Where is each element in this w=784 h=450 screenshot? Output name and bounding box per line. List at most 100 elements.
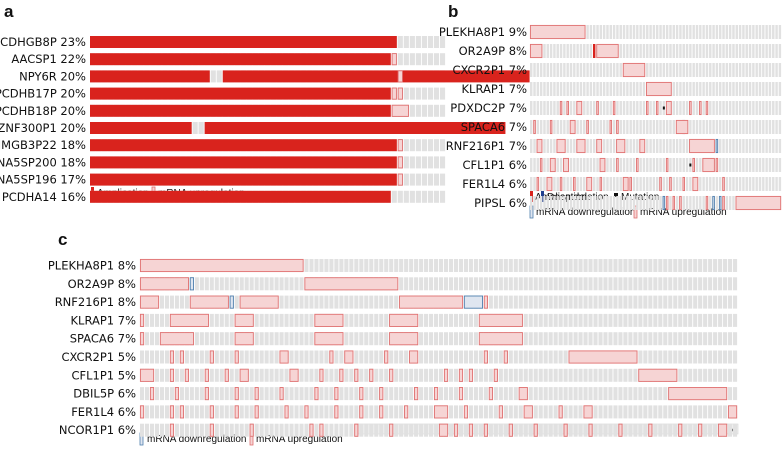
alteration-mrna-upregulation: [566, 100, 569, 116]
sample-cell: [658, 423, 663, 437]
sample-cell: [712, 120, 715, 134]
alteration-mrna-upregulation: [139, 258, 304, 273]
sample-cell: [549, 63, 553, 77]
sample-cell: [164, 295, 169, 309]
sample-cell: [679, 101, 682, 115]
sample-cell: [429, 313, 434, 327]
alteration-mrna-upregulation: [169, 368, 175, 382]
sample-cell: [775, 82, 778, 96]
sample-cell: [708, 277, 713, 291]
sample-cell: [639, 82, 642, 96]
sample-cell: [543, 332, 548, 346]
sample-cell: [688, 332, 693, 346]
gene-label: NPY6R 20%: [19, 69, 86, 83]
sample-cell: [244, 423, 249, 437]
sample-cell: [409, 405, 414, 419]
sample-cell: [738, 139, 742, 153]
sample-cell: [579, 120, 583, 134]
sample-cell: [304, 368, 309, 382]
sample-cell: [314, 350, 319, 364]
sample-cell: [622, 25, 626, 39]
sample-cell: [478, 259, 483, 272]
alteration-mrna-upregulation: [254, 387, 259, 401]
panel-b-row: RNF216P1 7%: [446, 138, 782, 154]
sample-cell: [159, 423, 165, 437]
sample-cell: [682, 158, 685, 172]
sample-cell: [663, 259, 668, 272]
sample-cell: [249, 350, 254, 364]
sample-cell: [755, 63, 758, 77]
sample-cell: [693, 259, 698, 272]
sample-cell: [725, 44, 729, 58]
sample-cell: [719, 25, 722, 39]
sample-cell: [224, 423, 229, 437]
alteration-mrna-upregulation: [536, 138, 543, 154]
sample-cell: [533, 101, 536, 115]
sample-cell: [713, 405, 718, 419]
sample-cell: [559, 158, 563, 172]
sample-cell: [219, 368, 224, 382]
sample-cell: [566, 196, 569, 210]
sample-cell: [384, 405, 389, 419]
sample-cell: [234, 423, 239, 437]
sample-cell: [433, 156, 440, 169]
sample-cell: [748, 120, 752, 134]
sample-cell: [578, 332, 583, 346]
sample-cell: [419, 405, 424, 419]
sample-cell: [596, 25, 599, 39]
sample-cell: [224, 277, 229, 291]
alteration-mrna-upregulation: [639, 138, 646, 154]
alteration-mrna-upregulation: [379, 405, 384, 419]
sample-cell: [623, 332, 628, 346]
sample-cell: [703, 332, 708, 346]
sample-cell: [434, 332, 439, 346]
sample-cell: [548, 313, 553, 327]
sample-cell: [409, 259, 414, 272]
sample-cell: [705, 177, 709, 191]
sample-cell: [735, 158, 738, 172]
sample-cell: [659, 25, 662, 39]
sample-cell: [685, 63, 689, 77]
sample-cell: [319, 350, 324, 364]
sample-cell: [608, 277, 613, 291]
alteration-mrna-upregulation: [699, 100, 702, 116]
sample-cell: [662, 120, 666, 134]
sample-cell: [678, 259, 683, 272]
sample-cell: [498, 350, 503, 364]
alteration-mrna-upregulation: [609, 119, 613, 135]
sample-cell: [593, 158, 596, 172]
sample-cell: [778, 25, 782, 39]
sample-cell: [735, 139, 738, 153]
sample-cell: [673, 277, 678, 291]
sample-cell: [715, 196, 719, 210]
sample-cell: [639, 25, 642, 39]
sample-cell: [169, 387, 174, 401]
sample-cell: [483, 277, 488, 291]
sample-cell: [653, 350, 658, 364]
sample-cell: [399, 277, 404, 291]
sample-cell: [748, 63, 752, 77]
sample-cell: [573, 63, 576, 77]
alteration-mrna-upregulation: [689, 100, 692, 116]
sample-cell: [563, 405, 568, 419]
sample-cell: [384, 332, 389, 346]
sample-cell: [424, 313, 429, 327]
sample-cell: [389, 405, 394, 419]
sample-cell: [589, 120, 593, 134]
sample-cell: [488, 277, 493, 291]
sample-cell: [339, 423, 344, 437]
sample-cell: [568, 313, 573, 327]
sample-cell: [755, 158, 758, 172]
sample-cell: [752, 139, 755, 153]
sample-cell: [603, 295, 608, 309]
gene-label: PCDHB17P 20%: [0, 87, 86, 101]
sample-cell: [229, 405, 234, 419]
sample-cell: [638, 350, 643, 364]
sample-cell: [204, 405, 209, 419]
sample-cell: [675, 139, 679, 153]
sample-cell: [593, 368, 598, 382]
sample-cell: [618, 313, 623, 327]
sample-cell: [573, 44, 576, 58]
sample-cell: [638, 259, 643, 272]
sample-cell: [593, 63, 596, 77]
